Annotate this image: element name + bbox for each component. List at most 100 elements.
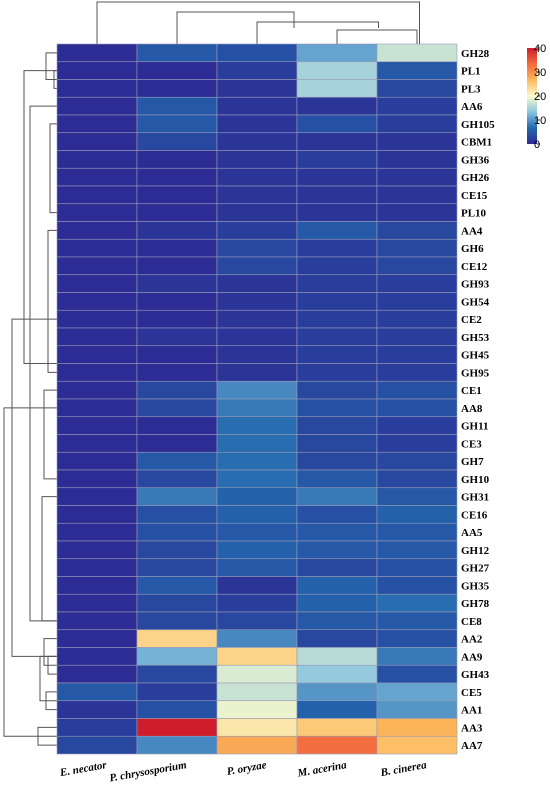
heatmap-cell-ce16-4	[376, 505, 458, 524]
heatmap-cell-aa8-1	[136, 398, 218, 418]
heatmap-cell-ce12-3	[296, 256, 378, 276]
row-label-gh11: GH11	[461, 421, 489, 433]
heatmap-cell-gh12-0	[56, 540, 138, 560]
heatmap-cell-ce3-0	[56, 434, 138, 453]
heatmap-cell-gh11-0	[56, 416, 138, 435]
row-label-gh43: GH43	[461, 669, 490, 681]
heatmap-cell-gh93-2	[216, 274, 298, 293]
heatmap-cell-pl10-2	[216, 203, 298, 222]
row-label-gh95: GH95	[461, 367, 490, 379]
heatmap-cell-pl3-2	[216, 79, 298, 98]
heatmap-cell-gh105-1	[136, 114, 218, 134]
heatmap-cell-pl10-3	[296, 203, 378, 222]
row-label-gh54: GH54	[461, 296, 490, 308]
heatmap-cell-ce3-3	[296, 434, 378, 453]
heatmap-cell-ce12-0	[56, 256, 138, 276]
heatmap-cell-gh93-0	[56, 274, 138, 293]
row-label-gh53: GH53	[461, 332, 490, 344]
column-label-3: M. acerina	[296, 759, 348, 780]
row-label-gh35: GH35	[461, 580, 490, 592]
heatmap-cell-gh28-1	[136, 43, 218, 63]
heatmap-cell-ce16-2	[216, 505, 298, 524]
heatmap-cell-gh53-3	[296, 327, 378, 347]
heatmap-cell-gh78-2	[216, 593, 298, 613]
row-label-pl1: PL1	[461, 66, 481, 78]
heatmap-cell-aa1-2	[216, 700, 298, 719]
heatmap-cell-ce16-0	[56, 505, 138, 524]
heatmap-cell-aa8-3	[296, 398, 378, 418]
heatmap-cell-pl1-4	[376, 61, 458, 80]
heatmap-cell-gh10-1	[136, 469, 218, 489]
heatmap-cell-gh31-3	[296, 487, 378, 506]
heatmap-cell-aa9-1	[136, 647, 218, 666]
column-labels: E. necator P. chrysosporium P. oryzae M. ac…	[58, 759, 428, 784]
heatmap-cell-ce8-1	[136, 611, 218, 631]
heatmap-cell-pl1-0	[56, 61, 138, 80]
heatmap-cell-gh12-2	[216, 540, 298, 560]
heatmap-cell-gh11-4	[376, 416, 458, 435]
heatmap-cell-pl10-0	[56, 203, 138, 222]
heatmap-cell-pl10-4	[376, 203, 458, 222]
heatmap-cell-gh27-3	[296, 558, 378, 577]
heatmap-cell-aa9-3	[296, 647, 378, 666]
heatmap-cell-gh12-1	[136, 540, 218, 560]
heatmap-cell-ce5-0	[56, 682, 138, 702]
heatmap-cell-aa4-3	[296, 221, 378, 240]
heatmap-cell-gh27-1	[136, 558, 218, 577]
heatmap-cell-cbm1-0	[56, 132, 138, 151]
heatmap-cell-gh105-0	[56, 114, 138, 134]
heatmap-cell-gh54-4	[376, 292, 458, 311]
row-label-aa4: AA4	[461, 225, 483, 237]
heatmap-cell-gh53-4	[376, 327, 458, 347]
heatmap-cell-gh26-1	[136, 167, 218, 187]
heatmap-cell-gh53-1	[136, 327, 218, 347]
legend-tick-label-10: 10	[534, 115, 546, 127]
heatmap-cell-gh31-1	[136, 487, 218, 506]
heatmap-cell-aa5-0	[56, 522, 138, 542]
row-label-gh31: GH31	[461, 492, 489, 504]
heatmap-cell-aa2-4	[376, 629, 458, 648]
heatmap-cell-gh95-3	[296, 363, 378, 382]
heatmap-cell-ce12-2	[216, 256, 298, 276]
heatmap-cell-aa2-1	[136, 629, 218, 648]
row-labels: GH28 PL1 PL3 AA6 GH105 CBM1 GH36 GH26 CE15 PL10 AA…	[461, 48, 495, 752]
heatmap-cell-aa4-1	[136, 221, 218, 240]
heatmap-cell-ce15-2	[216, 185, 298, 205]
row-label-gh27: GH27	[461, 563, 490, 575]
heatmap-cell-gh45-4	[376, 345, 458, 364]
heatmap-cell-gh28-2	[216, 43, 298, 63]
heatmap-cell-ce3-4	[376, 434, 458, 453]
heatmap-cell-aa7-0	[56, 735, 138, 755]
row-dendrogram	[3, 52, 57, 746]
row-label-gh78: GH78	[461, 598, 490, 610]
heatmap-cell-gh26-0	[56, 167, 138, 187]
heatmap-cell-gh93-3	[296, 274, 378, 293]
heatmap-cell-gh28-3	[296, 43, 378, 63]
heatmap-cell-ce15-1	[136, 185, 218, 205]
heatmap-cell-ce16-1	[136, 505, 218, 524]
heatmap-cell-ce5-4	[376, 682, 458, 702]
heatmap-cell-pl1-2	[216, 61, 298, 80]
heatmap-cell-ce15-4	[376, 185, 458, 205]
row-dendrogram-link-10	[43, 389, 57, 480]
color-legend: 0 10 20 30 40	[527, 43, 546, 151]
heatmap-cell-cbm1-3	[296, 132, 378, 151]
heatmap-cell-aa2-2	[216, 629, 298, 648]
heatmap-cell-aa6-3	[296, 96, 378, 116]
heatmap-cell-gh35-2	[216, 576, 298, 595]
heatmap-cell-gh45-3	[296, 345, 378, 364]
heatmap-cell-ce15-3	[296, 185, 378, 205]
heatmap-cell-ce12-1	[136, 256, 218, 276]
column-dendrogram	[96, 1, 420, 44]
heatmap-cell-aa4-4	[376, 221, 458, 240]
heatmap-cell-ce15-0	[56, 185, 138, 205]
heatmap-cell-ce12-4	[376, 256, 458, 276]
heatmap-cell-gh12-3	[296, 540, 378, 560]
heatmap-cell-ce2-1	[136, 309, 218, 329]
row-label-ce12: CE12	[461, 261, 488, 273]
heatmap-cell-gh31-2	[216, 487, 298, 506]
heatmap-cell-gh105-2	[216, 114, 298, 134]
heatmap-cell-cbm1-2	[216, 132, 298, 151]
row-label-gh10: GH10	[461, 474, 490, 486]
